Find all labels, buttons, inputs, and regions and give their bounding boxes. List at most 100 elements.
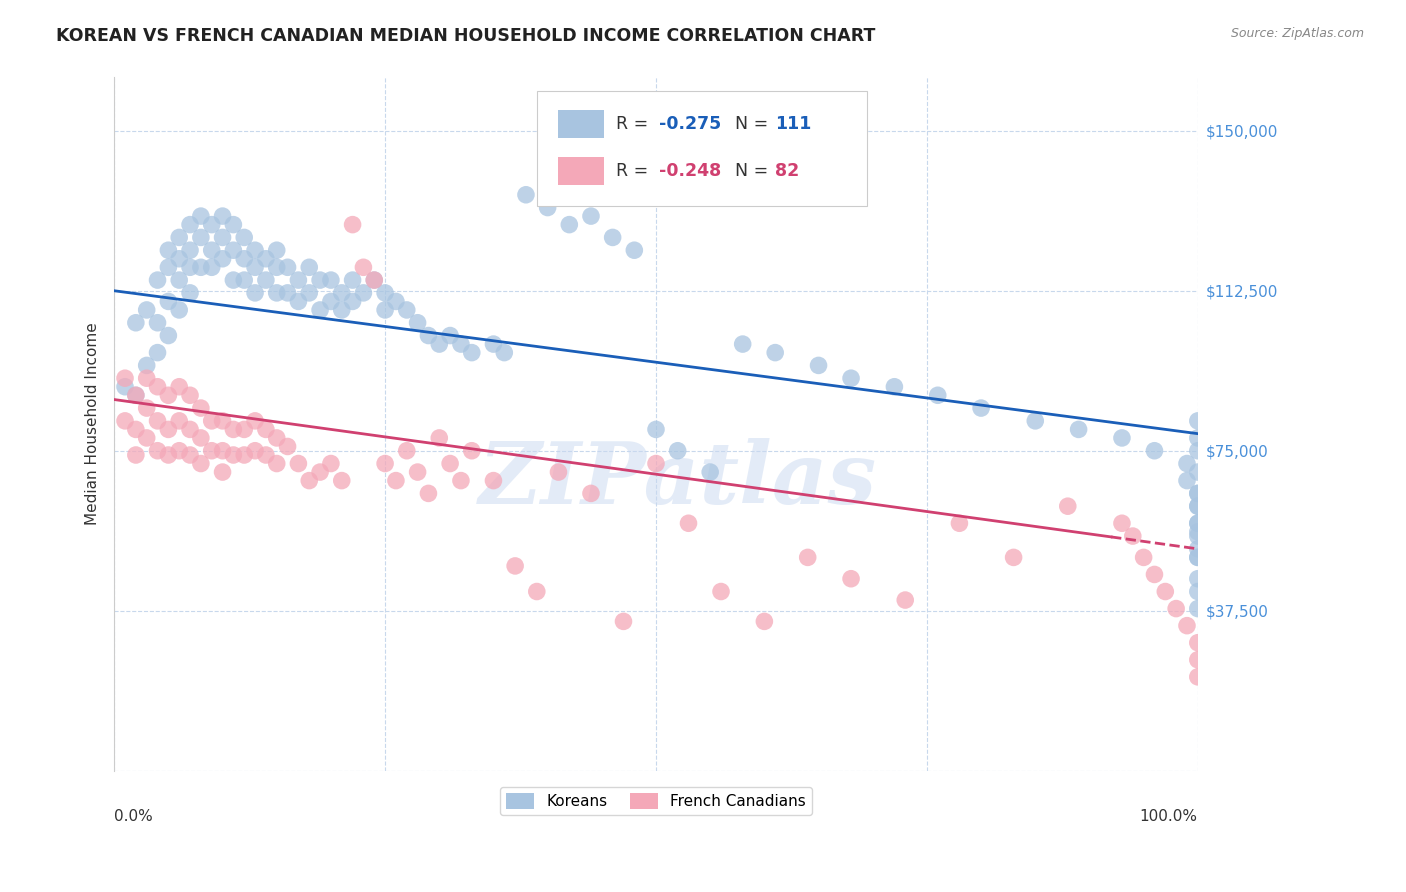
Point (796, 550, 818, 565)
Point (146, 380, 169, 394)
Point (190, 230, 212, 244)
Point (612, 615, 634, 629)
Point (547, 465, 569, 479)
Point (135, 401, 157, 415)
Point (1187, 601, 1209, 615)
Point (699, 465, 721, 479)
Point (526, 584, 548, 599)
Point (157, 294, 180, 309)
Point (503, 558, 526, 573)
Point (157, 388, 180, 402)
Point (1187, 414, 1209, 428)
Point (1067, 422, 1090, 436)
Point (385, 294, 408, 309)
Point (418, 486, 440, 500)
FancyBboxPatch shape (558, 157, 605, 185)
Point (254, 448, 277, 462)
Point (114, 414, 136, 428)
Point (482, 474, 505, 488)
Point (418, 328, 440, 343)
Point (839, 572, 862, 586)
Point (146, 443, 169, 458)
Text: 82: 82 (775, 162, 800, 180)
Point (1002, 550, 1025, 565)
Point (1056, 499, 1078, 513)
Point (222, 218, 245, 232)
Point (450, 337, 472, 351)
Point (233, 448, 256, 462)
Point (243, 285, 266, 300)
Point (1187, 516, 1209, 531)
Point (330, 285, 353, 300)
Point (190, 401, 212, 415)
Point (342, 273, 364, 287)
Text: Source: ZipAtlas.com: Source: ZipAtlas.com (1230, 27, 1364, 40)
Point (427, 337, 450, 351)
Point (125, 388, 148, 402)
Point (243, 244, 266, 258)
Point (894, 593, 917, 607)
Point (233, 230, 256, 244)
Point (233, 273, 256, 287)
Point (243, 414, 266, 428)
Text: ZIPatlas: ZIPatlas (478, 438, 877, 521)
Point (222, 273, 245, 287)
Point (309, 273, 332, 287)
Point (1111, 431, 1133, 445)
Point (125, 316, 148, 330)
Point (1187, 572, 1209, 586)
Point (363, 273, 385, 287)
Point (125, 448, 148, 462)
Point (167, 230, 190, 244)
Point (927, 388, 949, 402)
Text: -0.248: -0.248 (659, 162, 721, 180)
Text: N =: N = (724, 115, 775, 133)
Point (319, 273, 342, 287)
FancyBboxPatch shape (537, 91, 868, 206)
Point (1187, 653, 1209, 667)
Point (135, 371, 157, 385)
Point (710, 584, 733, 599)
Point (190, 209, 212, 223)
Point (439, 328, 461, 343)
Point (201, 443, 224, 458)
Point (1187, 499, 1209, 513)
Point (1187, 486, 1209, 500)
Point (537, 201, 560, 215)
Point (342, 218, 364, 232)
Point (1187, 516, 1209, 531)
Text: -0.275: -0.275 (659, 115, 721, 133)
Point (883, 380, 905, 394)
Point (298, 285, 321, 300)
Legend: Koreans, French Canadians: Koreans, French Canadians (501, 787, 811, 815)
Point (374, 285, 396, 300)
Point (157, 448, 180, 462)
Point (1143, 567, 1166, 582)
Point (179, 260, 201, 275)
Text: N =: N = (724, 162, 775, 180)
Point (342, 294, 364, 309)
Point (157, 328, 180, 343)
Point (222, 422, 245, 436)
Point (1187, 524, 1209, 539)
Point (1187, 541, 1209, 556)
Point (201, 260, 224, 275)
Point (515, 187, 537, 202)
Point (330, 474, 353, 488)
Point (222, 448, 245, 462)
Point (439, 457, 461, 471)
Point (179, 285, 201, 300)
Point (190, 431, 212, 445)
Point (970, 401, 993, 415)
Point (146, 316, 169, 330)
Point (211, 209, 233, 223)
Point (482, 337, 505, 351)
Point (1187, 550, 1209, 565)
Point (125, 388, 148, 402)
Point (1187, 443, 1209, 458)
Point (352, 285, 374, 300)
Point (298, 474, 321, 488)
Point (395, 443, 418, 458)
Point (406, 316, 429, 330)
Point (406, 465, 429, 479)
